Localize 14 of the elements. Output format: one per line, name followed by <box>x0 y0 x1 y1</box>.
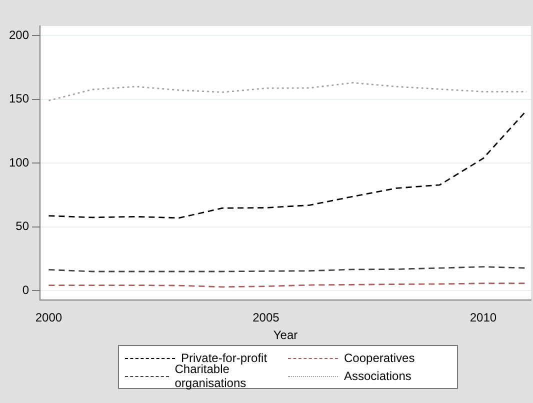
y-tick-label: 150 <box>8 92 30 106</box>
legend-label: Private-for-profit <box>181 351 268 365</box>
legend-label: Associations <box>344 369 412 383</box>
line-series <box>48 82 528 102</box>
y-tick-label: 0 <box>22 282 30 297</box>
y-tick-label: 200 <box>8 28 30 42</box>
legend-label: Cooperatives <box>344 351 415 365</box>
x-tick-label: 2000 <box>35 310 62 325</box>
x-tick-label: 2010 <box>470 310 497 325</box>
y-tick-label: 100 <box>8 155 30 170</box>
x-tick-label: 2005 <box>252 310 280 325</box>
y-tick-label: 50 <box>16 219 30 234</box>
x-axis-title: Year <box>273 328 298 342</box>
line-series <box>48 110 528 219</box>
